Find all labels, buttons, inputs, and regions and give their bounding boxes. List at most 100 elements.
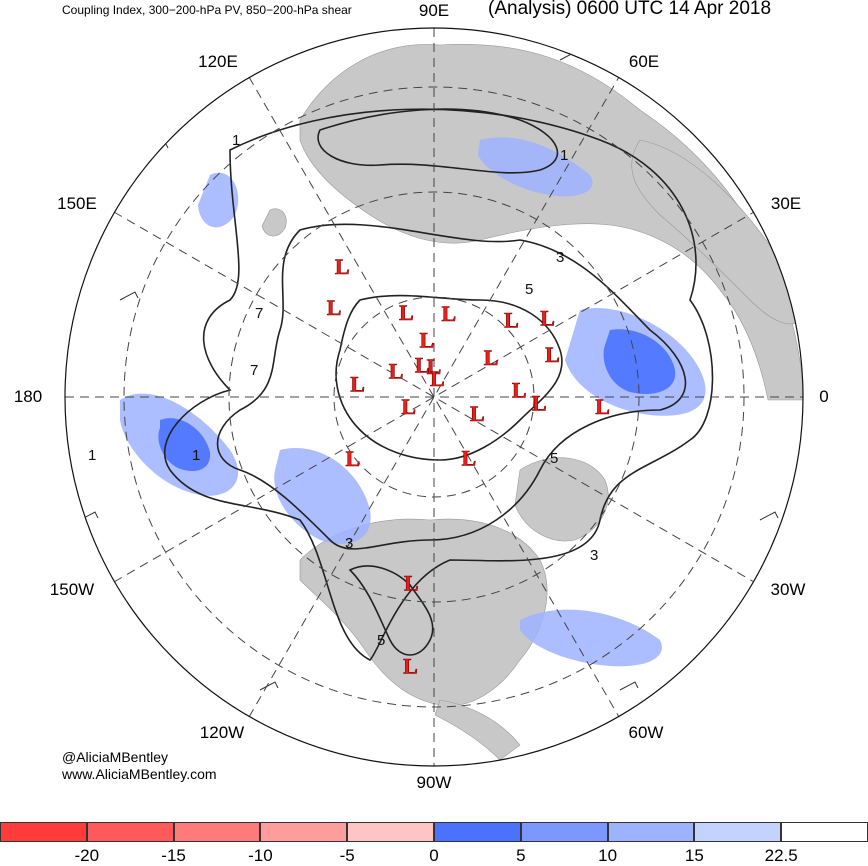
graticule [65,28,803,766]
colorbar-segment [86,822,174,842]
colorbar-tick-label: 15 [684,846,704,865]
contour-label: 5 [550,450,558,467]
wind-barb [719,111,739,121]
colorbar-segment [520,822,608,842]
wind-barb [149,141,169,151]
lon-label-60e: 60E [628,52,660,71]
colorbar-segment [434,822,521,842]
low-pressure-marker: L [335,254,350,279]
wind-barb [619,681,639,691]
low-pressure-marker: L [504,308,519,333]
colorbar-segment [694,822,782,842]
low-pressure-marker: L [595,394,610,419]
low-pressure-marker: L [401,394,416,419]
colorbar-tick-label: -20 [74,846,100,865]
lon-label-30e: 30E [770,194,802,213]
meridian-120e-60w [248,76,620,718]
low-pressure-marker: L [484,345,499,370]
colorbar-tick-label: 0 [429,846,439,865]
low-pressure-marker: L [404,570,419,595]
land-masses [261,44,803,761]
colorbar-tick-label: -5 [339,846,355,865]
map-boundary [64,27,804,767]
low-pressure-marker: L [389,359,404,384]
low-pressure-marker: L [430,366,445,391]
wind-barb [759,511,779,521]
pv-contour-south-loop [348,565,434,656]
lon-label-120e: 120E [198,52,238,71]
lon-label-150w: 150W [49,580,95,599]
shading-core-1 [603,329,676,394]
contour-label: 1 [560,147,568,164]
contour-label: 1 [192,447,200,464]
low-pressure-marker: L [441,301,456,326]
credit-handle: @AliciaMBentley [62,749,169,765]
shading-region-6 [198,172,239,228]
colorbar-tick-label: 22.5 [764,846,798,865]
colorbar-tick-label: -15 [161,846,186,865]
low-pressure-marker: L [346,446,361,471]
land-greenland [514,457,609,542]
contour-label: 7 [250,362,258,379]
meridian-60e-120w [248,76,620,718]
contour-value-labels: 1 1 1 1 3 3 3 5 5 5 7 7 [88,132,598,649]
low-pressure-marker: L [540,306,555,331]
low-pressure-marker: L [327,295,342,320]
land-europe [631,139,801,325]
colorbar-segment [0,822,87,842]
pv-contour-mid [216,223,687,550]
colorbar-tick-label: 10 [598,846,618,865]
land-eurasia [299,44,803,401]
lon-label-0: 0 [819,387,829,406]
low-pressure-marker: L [399,300,414,325]
low-pressure-marker: L [470,401,485,426]
meridian-30e-150w [113,211,755,583]
wind-barb [79,511,99,521]
low-pressure-marker: L [545,342,560,367]
land-japan-islands [261,208,287,237]
map-title-left: Coupling Index, 300−200-hPa PV, 850−200-… [62,3,352,17]
wind-barb [119,291,139,301]
lon-label-90w: 90W [416,773,452,792]
pv-contour-outer [163,108,714,661]
land-central-america [434,699,521,761]
lon-label-90e: 90E [418,1,450,20]
shading-region-5 [520,609,662,667]
lon-label-150e: 150E [57,194,97,213]
low-pressure-marker: L [350,372,365,397]
contour-label: 7 [255,305,263,322]
colorbar-segment [260,822,348,842]
contour-label: 3 [556,249,564,266]
contour-label: 1 [88,447,96,464]
colorbar-tick-label: -10 [248,846,273,865]
low-pressure-marker: L [461,445,476,470]
lon-label-30w: 30W [770,580,806,599]
colorbar-segment [607,822,695,842]
lon-label-60w: 60W [628,723,664,742]
lon-label-120w: 120W [199,723,245,742]
contour-label: 3 [590,547,598,564]
wind-barb [259,681,279,691]
colorbar-segment [781,822,868,842]
low-pressure-marker: L [427,354,442,379]
contour-label: 1 [232,132,240,149]
credit-url: www.AliciaMBentley.com [62,766,217,782]
colorbar-segment [173,822,261,842]
contour-label: 3 [345,535,353,552]
colorbar-tick-label: 5 [516,846,526,865]
contour-label: 5 [377,632,385,649]
pv-contours [163,108,714,661]
meridian-150e-30w [113,211,755,583]
contour-label: 5 [525,281,533,298]
low-pressure-marker: L [512,378,527,403]
low-pressure-marker: L [403,654,418,679]
colorbar [0,822,868,842]
shading-region-4 [478,137,593,197]
low-pressure-marker: L [415,353,430,378]
map-title-right: (Analysis) 0600 UTC 14 Apr 2018 [488,0,772,19]
lon-label-180: 180 [13,387,43,406]
low-pressure-marker: L [420,328,435,353]
colorbar-segment [347,822,434,842]
